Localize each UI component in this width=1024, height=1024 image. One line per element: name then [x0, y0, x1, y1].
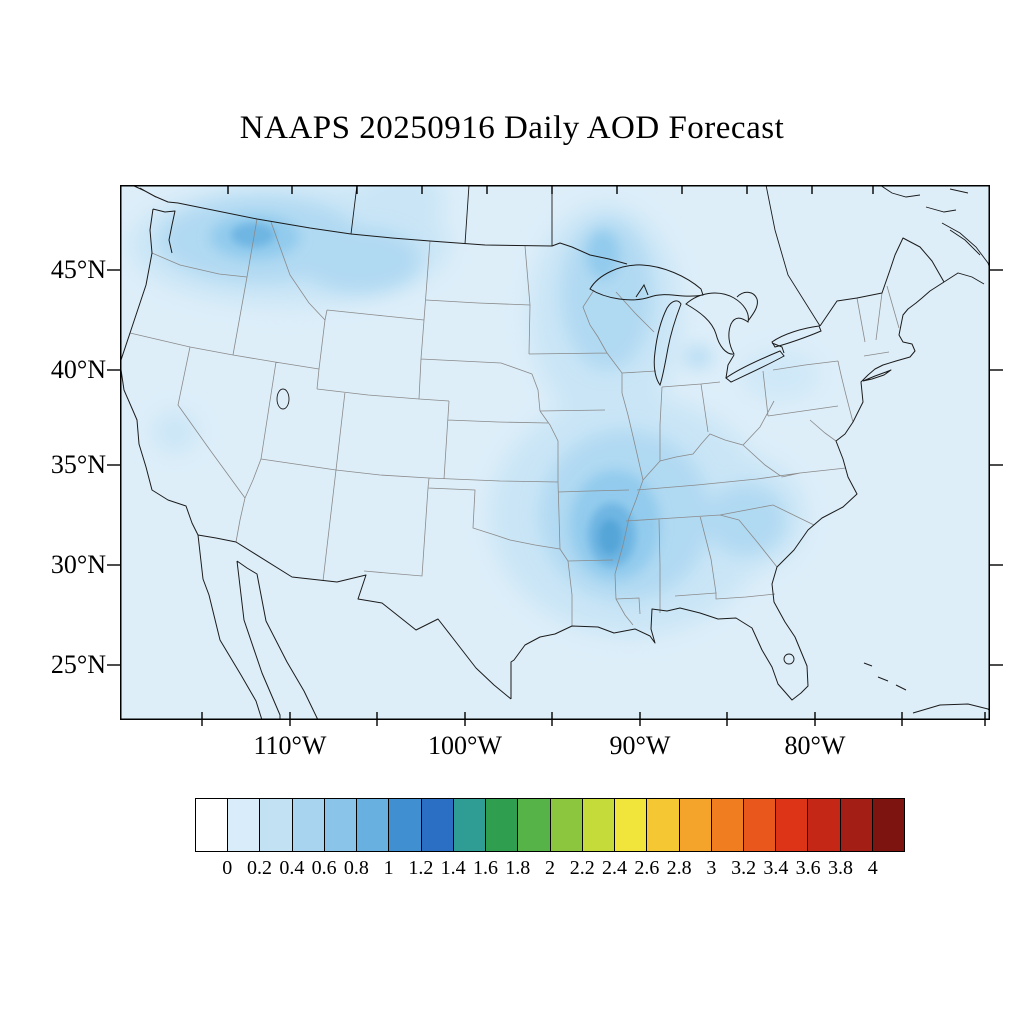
chart-title: NAAPS 20250916 Daily AOD Forecast — [239, 110, 785, 146]
aod-blob-layer-5 — [598, 519, 622, 555]
colorbar-tick-label: 0.6 — [311, 857, 337, 879]
colorbar-cell — [452, 798, 487, 852]
colorbar-tick-label: 3.4 — [763, 857, 789, 879]
colorbar-tick-label: 0 — [222, 857, 233, 879]
colorbar-tick-label: 2 — [545, 857, 555, 879]
aod-blob — [562, 220, 652, 370]
colorbar-cell — [485, 798, 519, 852]
colorbar-cell — [259, 798, 293, 852]
lat-label-30n: 30°N — [50, 550, 106, 579]
colorbar-cell — [775, 798, 809, 852]
colorbar-cell — [195, 798, 229, 852]
lon-label-90w: 90°W — [609, 731, 671, 760]
lat-label-35n: 35°N — [50, 450, 106, 479]
colorbar-cell — [517, 798, 551, 852]
colorbar-cell — [614, 798, 648, 852]
colorbar-tick-label: 2.4 — [602, 857, 628, 879]
colorbar-tick-label: 0.8 — [343, 857, 369, 879]
colorbar-cell — [356, 798, 390, 852]
aod-map — [107, 185, 1003, 726]
lon-label-100w: 100°W — [428, 731, 502, 760]
great-salt-lake — [276, 388, 290, 410]
aod-blob — [231, 223, 275, 247]
aod-blob — [587, 231, 619, 279]
lon-label-110w: 110°W — [253, 731, 327, 760]
colorbar-tick-label: 3.2 — [731, 857, 757, 879]
colorbar-tick-label: 3.6 — [795, 857, 821, 879]
colorbar-cell — [710, 798, 744, 852]
colorbar-cell — [839, 798, 873, 852]
lon-label-80w: 80°W — [784, 731, 846, 760]
colorbar — [195, 798, 906, 852]
map-frame — [120, 185, 990, 720]
colorbar-cell — [742, 798, 777, 852]
aod-blob — [300, 228, 420, 292]
lake-okeechobee — [783, 653, 795, 665]
colorbar-cell — [227, 798, 261, 852]
colorbar-cell — [420, 798, 454, 852]
state-borders-path — [129, 218, 900, 626]
colorbar-tick-label: 1.8 — [505, 857, 531, 879]
colorbar-cell — [388, 798, 422, 852]
colorbar-tick-label: 2.2 — [569, 857, 595, 879]
colorbar-cell — [291, 798, 325, 852]
lat-label-45n: 45°N — [50, 255, 106, 284]
lat-label-25n: 25°N — [50, 650, 106, 679]
canada-borders-path — [350, 185, 990, 327]
aod-blob — [684, 347, 712, 367]
colorbar-labels: 0 0.2 0.4 0.6 0.8 1 1.2 1.4 1.6 1.8 2 2.2 2.4 2.6 2.8 3… — [195, 857, 905, 883]
colorbar-cell — [807, 798, 841, 852]
great-lakes-path — [589, 264, 822, 387]
aod-blob — [740, 350, 820, 400]
colorbar-cell — [871, 798, 906, 852]
colorbar-cell — [646, 798, 680, 852]
colorbar-tick-label: 3.8 — [827, 857, 853, 879]
aod-blob — [355, 185, 445, 230]
colorbar-tick-label: 1.4 — [440, 857, 466, 879]
colorbar-tick-label: 1.2 — [408, 857, 434, 879]
colorbar-cell — [678, 798, 712, 852]
colorbar-cell — [581, 798, 616, 852]
colorbar-tick-label: 4 — [867, 857, 878, 879]
aod-blob — [705, 485, 785, 555]
aod-blob — [153, 412, 197, 452]
colorbar-tick-label: 1 — [383, 857, 394, 879]
colorbar-cell — [323, 798, 358, 852]
lat-label-40n: 40°N — [50, 355, 106, 384]
colorbar-tick-label: 2.6 — [634, 857, 660, 879]
colorbar-tick-label: 0.2 — [247, 857, 273, 879]
tick-marks — [107, 186, 1003, 726]
colorbar-tick-label: 2.8 — [666, 857, 692, 879]
colorbar-cell — [549, 798, 583, 852]
colorbar-tick-label: 0.4 — [279, 857, 305, 879]
colorbar-tick-label: 1.6 — [472, 857, 498, 879]
coastline-path — [120, 185, 990, 720]
colorbar-tick-label: 3 — [706, 857, 717, 879]
aod-blob — [598, 519, 622, 555]
